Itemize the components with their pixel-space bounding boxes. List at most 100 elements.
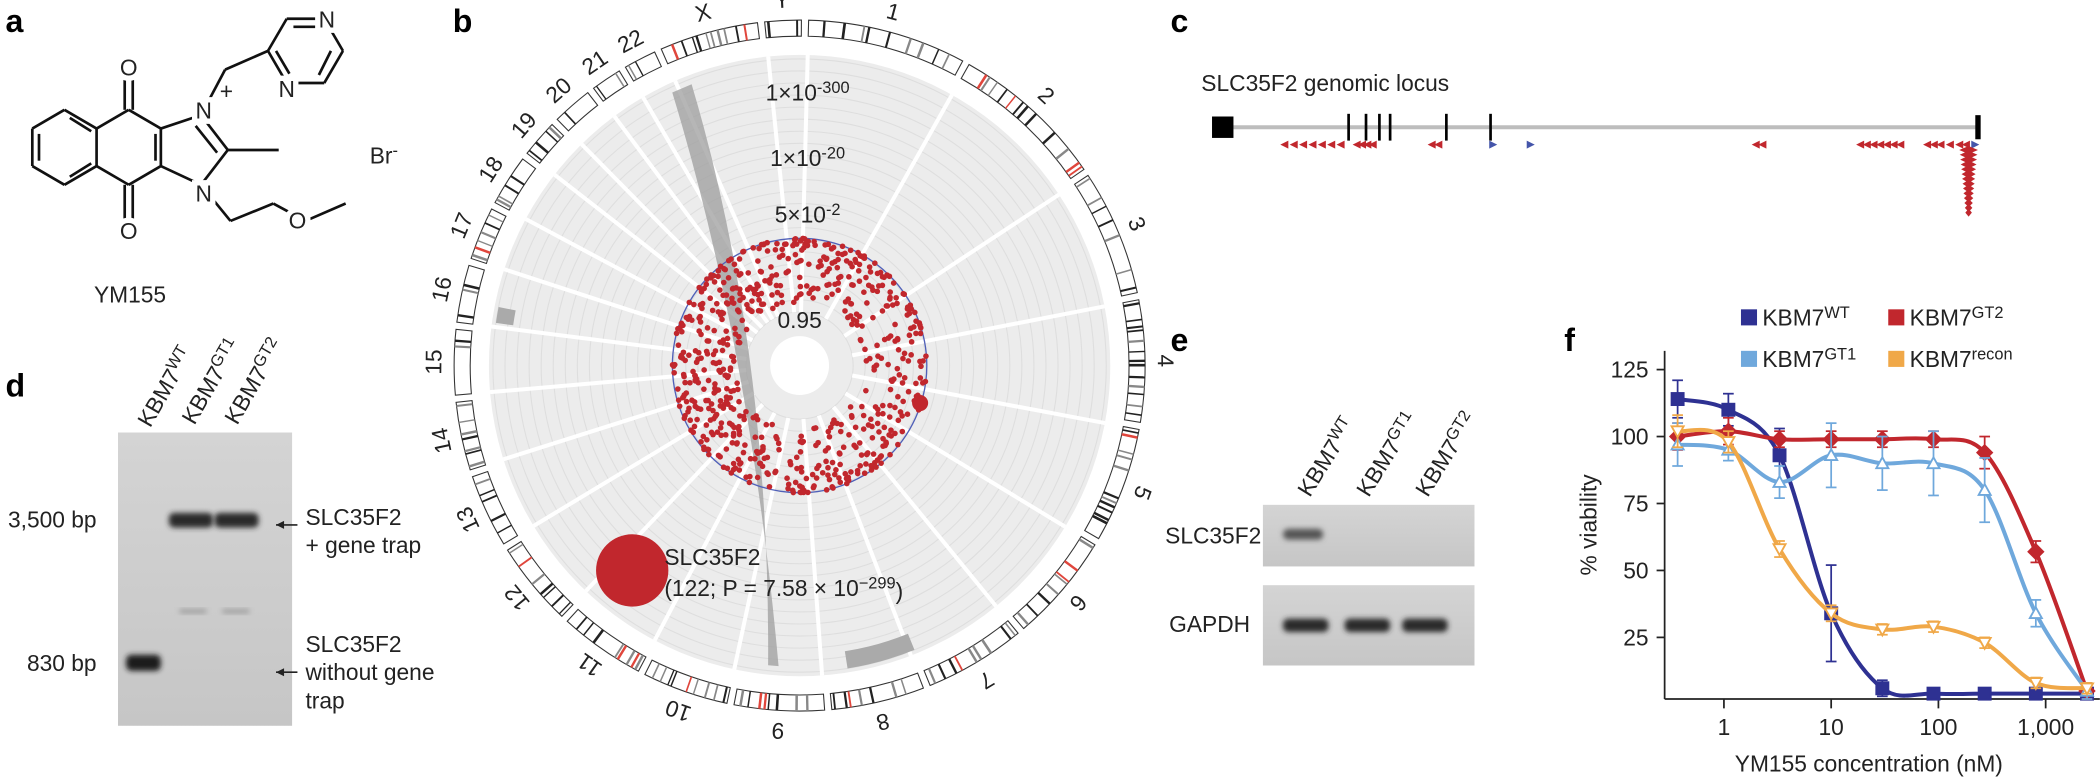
- insertion-dot: [856, 440, 863, 446]
- chromosome-label: 10: [662, 695, 695, 728]
- band: [712, 684, 719, 701]
- point: [1770, 430, 1789, 448]
- x-axis-label: YM155 concentration (nM): [1735, 750, 2003, 776]
- band: [471, 253, 488, 262]
- insertion-dot: [848, 412, 855, 419]
- chromosome-label: 4: [1153, 354, 1179, 367]
- legend-label-part: KBM7: [1910, 346, 1972, 372]
- bond: [128, 164, 162, 186]
- insertion-dot: [737, 290, 743, 297]
- insertion-dot: [675, 325, 681, 332]
- circos-spoke: [489, 368, 747, 395]
- insertion-dot: [716, 367, 722, 374]
- legend-swatch: [1888, 350, 1905, 367]
- insertion-dot: [768, 264, 774, 270]
- insertion-dot: [722, 266, 729, 273]
- point: [1977, 636, 1993, 651]
- insertion-dot: [730, 354, 737, 360]
- insertion-dot: [774, 435, 780, 442]
- insertion-dot: [713, 300, 720, 307]
- pvalue-label-part: 5×10: [775, 201, 826, 227]
- insertion-dot: [714, 429, 721, 435]
- chromosome: [960, 63, 1085, 180]
- band: [479, 488, 495, 497]
- chromosome-label: 13: [450, 503, 484, 537]
- legend-label-part: GT2: [1972, 304, 2004, 322]
- pvalue-label-part: -20: [821, 145, 845, 163]
- hit-circle: [596, 534, 669, 607]
- pvalue-label: 1×10-300: [766, 79, 850, 105]
- atom-label: N: [279, 76, 295, 102]
- insertion-dot: [676, 403, 683, 409]
- insertion-dot: [792, 479, 799, 486]
- insertion-dot: [872, 260, 878, 266]
- insertion-dot: [720, 366, 727, 373]
- chromosome-label: 3: [1123, 213, 1152, 235]
- insertion-dot: [845, 296, 852, 302]
- band: [456, 403, 473, 407]
- insertion-dot: [686, 352, 692, 358]
- panel-letter: b: [453, 3, 473, 39]
- insertion-dot: [900, 355, 906, 362]
- insertion-dot: [840, 444, 847, 451]
- insertion-dot: [716, 359, 723, 366]
- insertion-dot: [737, 460, 744, 466]
- insertion-dot: [717, 424, 724, 431]
- insertion-dot: [740, 449, 747, 456]
- band: [454, 339, 472, 343]
- insertion-dot: [744, 301, 750, 308]
- insertion-dot: [901, 374, 908, 381]
- bond: [199, 183, 232, 222]
- insertion-dot: [756, 297, 762, 303]
- fit-curve: [1677, 442, 2089, 693]
- insertion-dot: [856, 278, 863, 284]
- insertion-dot: [680, 394, 686, 401]
- insertion-dot: [810, 295, 816, 301]
- band: [634, 61, 644, 77]
- insertion-dot: [874, 288, 881, 295]
- band: [474, 246, 491, 254]
- pvalue-label-part: -2: [826, 201, 841, 219]
- insertion-mark: [1869, 140, 1878, 149]
- band: [703, 682, 711, 699]
- locus-title: SLC35F2 genomic locus: [1201, 70, 1449, 96]
- insertion-dot: [717, 339, 723, 345]
- insertion-mark: [1960, 155, 1978, 164]
- band: [775, 694, 780, 711]
- insertion-dot: [736, 286, 743, 292]
- insertion-dot: [900, 398, 906, 405]
- insertion-dot: [886, 414, 893, 420]
- circos-spoke: [491, 324, 747, 361]
- insertion-dot: [798, 464, 805, 471]
- insertion-dot: [822, 242, 828, 248]
- insertion-dot: [837, 428, 844, 435]
- insertion-dot: [736, 398, 742, 405]
- insertion-dot: [834, 420, 840, 427]
- insertion-dot: [798, 291, 804, 297]
- insertion-dot: [895, 417, 902, 424]
- insertion-dot: [715, 273, 721, 280]
- insertion-dot: [792, 251, 799, 258]
- x-tick-label: 10: [1819, 714, 1844, 740]
- pvalue-label: 1×10-20: [770, 145, 845, 171]
- insertion-dot: [682, 379, 688, 386]
- fit-curve: [1677, 427, 2088, 691]
- insertion-dot: [905, 388, 912, 395]
- insertion-dot: [811, 483, 817, 489]
- insertion-dot: [887, 333, 894, 339]
- insertion-dot: [901, 350, 908, 357]
- insertion-dot: [715, 452, 722, 459]
- insertion-dot: [826, 265, 833, 272]
- insertion-dot: [790, 242, 796, 249]
- insertion-dot: [895, 441, 901, 448]
- insertion-dot: [842, 250, 848, 257]
- arrow-head: [276, 668, 285, 677]
- insertion-dot: [701, 386, 707, 392]
- atom-label: N: [195, 97, 211, 123]
- band: [484, 222, 500, 231]
- insertion-dot: [877, 454, 884, 461]
- insertion-dot: [750, 414, 757, 421]
- lane-label-part: GT1: [207, 334, 239, 371]
- insertion-dot: [740, 294, 746, 301]
- annotation: SLC35F2: [305, 504, 401, 530]
